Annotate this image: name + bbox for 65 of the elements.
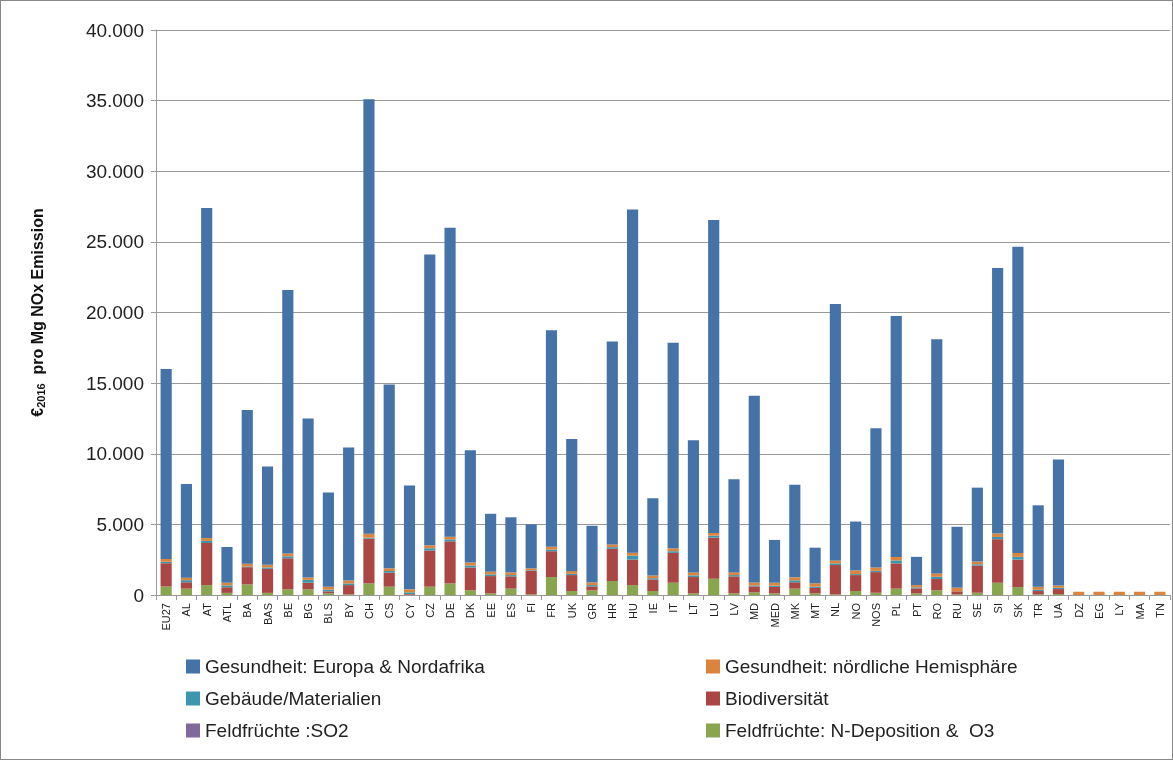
x-tick-label: CS xyxy=(383,603,396,619)
legend-label: Feldfrüchte :SO2 xyxy=(205,720,349,741)
legend-label: Gesundheit: nördliche Hemisphäre xyxy=(725,656,1018,677)
x-tick-label: MA xyxy=(1133,602,1146,620)
x-tick-label: EU27 xyxy=(160,603,173,631)
x-tick-label: NO xyxy=(849,602,862,620)
legend-label: Gebäude/Materialien xyxy=(205,688,382,709)
x-tick-label: LV xyxy=(727,602,740,616)
x-tick-label: FR xyxy=(545,602,558,618)
x-tick-label: BY xyxy=(342,602,355,618)
x-tick-label: CZ xyxy=(423,602,436,618)
x-tick-label: AL xyxy=(180,603,193,617)
x-tick-label: BAS xyxy=(261,603,274,626)
x-tick-label: LY xyxy=(1113,602,1126,616)
y-tick-label: 15.000 xyxy=(85,372,144,394)
x-tick-label: SK xyxy=(1011,602,1024,618)
x-tick-label: LT xyxy=(687,602,700,616)
legend-label: Gesundheit: Europa & Nordafrika xyxy=(205,656,486,677)
x-tick-label: DE xyxy=(444,603,457,619)
x-tick-label: BE xyxy=(281,603,294,618)
x-tick-label: TN xyxy=(1153,602,1166,618)
x-tick-label: FI xyxy=(525,603,538,613)
x-tick-label: RU xyxy=(951,602,964,619)
x-tick-label: SI xyxy=(991,603,1004,614)
y-tick-label: 0 xyxy=(133,584,144,606)
x-tick-label: IT xyxy=(667,602,680,613)
x-tick-label: EE xyxy=(484,603,497,618)
x-tick-label: TR xyxy=(1032,602,1045,618)
x-tick-label: LU xyxy=(707,602,720,618)
x-tick-label: HU xyxy=(626,602,639,619)
x-tick-label: PL xyxy=(890,603,903,617)
x-tick-label: UA xyxy=(1052,602,1065,619)
x-tick-label: ES xyxy=(504,603,517,618)
x-tick-label: EG xyxy=(1093,603,1106,619)
x-tick-label: BG xyxy=(302,603,315,619)
y-tick-label: 20.000 xyxy=(85,302,144,323)
x-tick-label: MT xyxy=(809,602,822,619)
x-tick-label: GR xyxy=(586,602,599,620)
y-tick-label: 5.000 xyxy=(96,513,144,535)
x-tick-label: CY xyxy=(403,602,416,619)
x-tick-label: RO xyxy=(930,602,943,620)
y-tick-label: 25.000 xyxy=(85,231,144,253)
x-tick-label: SE xyxy=(971,603,984,618)
x-tick-label: AT xyxy=(200,602,213,617)
y-tick-label: 30.000 xyxy=(85,160,144,182)
x-tick-label: BA xyxy=(241,602,254,618)
x-tick-label: MED xyxy=(768,602,781,628)
y-tick-label: 40.000 xyxy=(85,19,144,41)
x-tick-label: DK xyxy=(464,602,477,619)
legend-label: Feldfrüchte: N-Deposition & O3 xyxy=(725,720,995,741)
x-tick-label: UK xyxy=(565,602,578,619)
x-tick-label: HR xyxy=(606,602,619,619)
y-tick-label: 35.000 xyxy=(85,90,144,112)
legend-label: Biodiversität xyxy=(725,688,830,709)
x-tick-label: BLS xyxy=(322,603,335,624)
x-tick-label: NOS xyxy=(869,603,882,627)
x-tick-label: PT xyxy=(910,602,923,618)
x-tick-label: NL xyxy=(829,603,842,618)
x-tick-label: DZ xyxy=(1072,602,1085,618)
y-tick-label: 10.000 xyxy=(85,443,144,465)
x-tick-label: MK xyxy=(788,602,801,620)
x-tick-label: MD xyxy=(748,602,761,621)
x-tick-label: CH xyxy=(362,602,375,619)
x-tick-label: IE xyxy=(646,603,659,614)
x-tick-label: ATL xyxy=(220,603,233,623)
